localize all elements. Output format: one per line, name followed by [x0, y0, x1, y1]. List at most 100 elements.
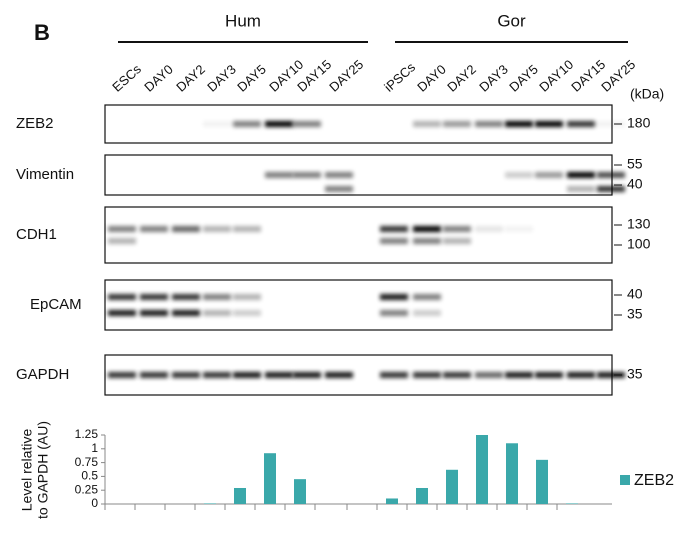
band [203, 294, 231, 300]
band [380, 294, 408, 300]
band [233, 121, 261, 127]
group-label: Hum [225, 11, 261, 30]
band [108, 238, 136, 244]
blot-label: GAPDH [16, 366, 69, 383]
lane-label: DAY10 [536, 57, 576, 95]
bar [416, 487, 428, 504]
lane-label: ESCs [109, 61, 144, 95]
y-tick-label: 0.75 [75, 455, 99, 469]
bar [264, 453, 276, 504]
bar [294, 479, 306, 504]
band [172, 372, 200, 378]
lane-label: DAY3 [476, 62, 511, 95]
y-axis-label: Level relative [19, 429, 35, 512]
band [203, 310, 231, 316]
band [325, 172, 353, 178]
lane-label: DAY0 [141, 62, 176, 95]
bar [536, 459, 548, 504]
band [172, 294, 200, 300]
band [475, 372, 503, 378]
band [380, 238, 408, 244]
lane-label: DAY2 [444, 62, 479, 95]
band [535, 121, 563, 127]
band [413, 372, 441, 378]
band [413, 238, 441, 244]
bar [476, 435, 488, 504]
marker-label: 40 [627, 176, 643, 192]
lane-label: DAY5 [234, 62, 269, 95]
lane-label: DAY5 [506, 62, 541, 95]
band [140, 372, 168, 378]
legend-swatch [620, 475, 630, 485]
band [505, 172, 533, 178]
lane-label: DAY0 [414, 62, 449, 95]
band [233, 310, 261, 316]
band [505, 226, 533, 232]
band [505, 372, 533, 378]
band [443, 372, 471, 378]
y-tick-label: 1 [91, 441, 98, 455]
band [380, 310, 408, 316]
band [413, 294, 441, 300]
blot-frame [104, 279, 613, 331]
blot-label: CDH1 [16, 226, 57, 243]
marker-label: 180 [627, 115, 651, 131]
blot-label: Vimentin [16, 166, 74, 183]
band [475, 226, 503, 232]
bar [446, 469, 458, 504]
blot-frame [104, 206, 613, 264]
band [140, 294, 168, 300]
band [380, 226, 408, 232]
band [172, 226, 200, 232]
bar [566, 503, 578, 504]
band [108, 226, 136, 232]
band [597, 186, 625, 192]
band [413, 310, 441, 316]
marker-label: 35 [627, 366, 643, 382]
band [108, 294, 136, 300]
band [535, 372, 563, 378]
band [443, 238, 471, 244]
band [597, 121, 625, 127]
band [172, 310, 200, 316]
marker-label: 35 [627, 306, 643, 322]
band [233, 372, 261, 378]
lane-label: DAY3 [204, 62, 239, 95]
band [443, 121, 471, 127]
band [380, 372, 408, 378]
bar [204, 503, 216, 504]
band [108, 310, 136, 316]
band [567, 121, 595, 127]
band [597, 172, 625, 178]
marker-label: 100 [627, 236, 651, 252]
band [325, 186, 353, 192]
band [233, 294, 261, 300]
y-tick-label: 0.5 [81, 469, 98, 483]
band [567, 372, 595, 378]
marker-label: 130 [627, 216, 651, 232]
band [475, 121, 503, 127]
band [443, 226, 471, 232]
marker-label: 40 [627, 286, 643, 302]
y-tick-label: 0 [91, 496, 98, 510]
legend-label: ZEB2 [634, 472, 674, 489]
marker-label: 55 [627, 156, 643, 172]
band [108, 372, 136, 378]
lane-label: iPSCs [381, 59, 418, 95]
band [413, 121, 441, 127]
y-tick-label: 1.25 [75, 427, 99, 441]
band [293, 172, 321, 178]
band [293, 372, 321, 378]
bar [386, 498, 398, 504]
band [265, 372, 293, 378]
bar [234, 487, 246, 504]
bar [506, 443, 518, 504]
band [535, 172, 563, 178]
band [140, 226, 168, 232]
band [567, 172, 595, 178]
band [325, 372, 353, 378]
band [233, 226, 261, 232]
band [203, 121, 231, 127]
band [597, 372, 625, 378]
